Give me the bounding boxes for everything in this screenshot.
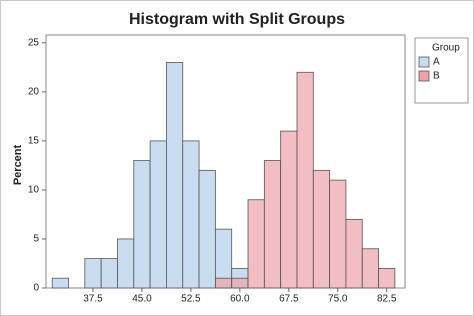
y-tick-label: 5 xyxy=(33,234,39,245)
legend-swatch xyxy=(418,56,430,68)
histogram-bar xyxy=(280,130,298,289)
histogram-bar xyxy=(198,169,216,289)
histogram-bar xyxy=(378,267,396,289)
y-tick-label: 0 xyxy=(33,283,39,294)
legend-label: B xyxy=(433,71,440,82)
histogram-bar xyxy=(231,277,249,289)
histogram-bar xyxy=(247,199,265,289)
legend-box xyxy=(414,37,469,104)
histogram-bar xyxy=(329,179,347,289)
chart-title: Histogram with Split Groups xyxy=(129,11,345,28)
histogram-bar xyxy=(100,258,118,289)
histogram-bar xyxy=(182,140,200,289)
histogram-bar xyxy=(166,62,184,289)
y-tick-label: 10 xyxy=(28,185,40,196)
x-tick-label: 75.0 xyxy=(328,294,348,305)
histogram-bar xyxy=(149,140,167,289)
histogram-bar xyxy=(296,71,314,289)
x-tick-label: 37.5 xyxy=(83,294,103,305)
legend-label: A xyxy=(433,57,440,68)
x-tick-label: 45.0 xyxy=(132,294,152,305)
y-axis-label: Percent xyxy=(12,144,24,185)
histogram-bar xyxy=(345,218,363,289)
histogram-bar xyxy=(263,160,282,289)
y-tick-label: 15 xyxy=(28,136,40,147)
histogram-bar xyxy=(312,169,331,289)
x-tick-label: 82.5 xyxy=(377,294,397,305)
histogram-bar xyxy=(214,277,233,289)
x-tick-label: 52.5 xyxy=(181,294,201,305)
y-tick-label: 20 xyxy=(28,87,40,98)
histogram-bar xyxy=(84,258,102,289)
y-tick-label: 25 xyxy=(28,37,40,48)
legend-swatch xyxy=(418,70,430,82)
x-tick-label: 60.0 xyxy=(230,294,250,305)
histogram-bar xyxy=(117,238,135,289)
legend-title: Group xyxy=(432,43,460,54)
histogram-bar xyxy=(51,277,69,289)
x-tick-label: 67.5 xyxy=(279,294,299,305)
histogram-bar xyxy=(133,160,151,289)
histogram-bar xyxy=(361,248,379,289)
